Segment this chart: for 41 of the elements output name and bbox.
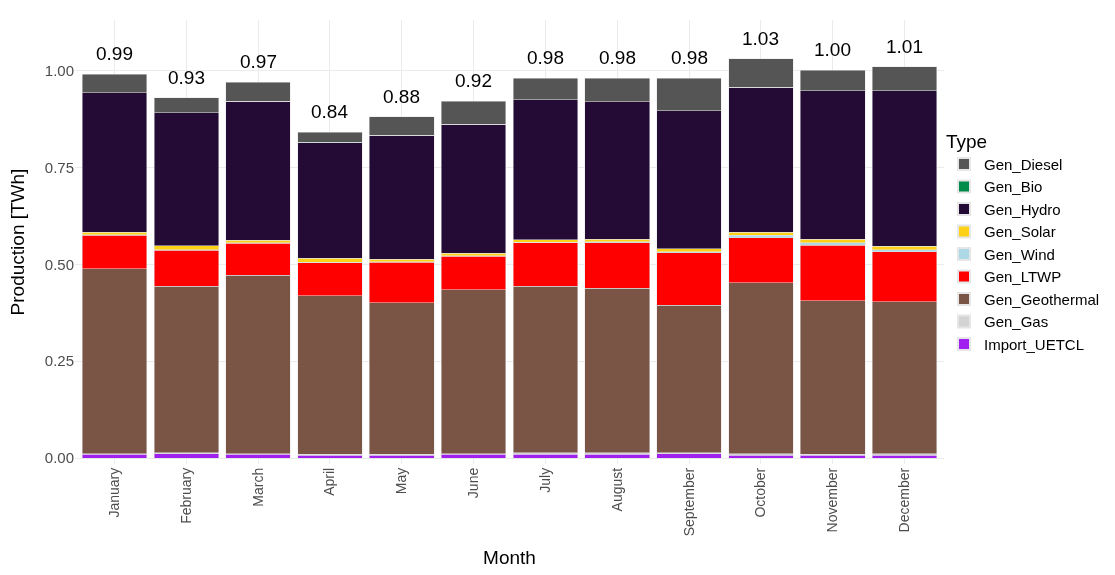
x-tick-label: August — [608, 467, 625, 512]
legend-label: Gen_Gas — [984, 313, 1049, 331]
total-label: 0.88 — [383, 86, 420, 107]
y-tick-label: 0.25 — [44, 352, 74, 370]
x-tick-label: July — [536, 467, 553, 493]
x-tick-label: February — [177, 467, 194, 524]
x-tick-label: April — [321, 467, 338, 496]
legend-label: Gen_Solar — [984, 223, 1056, 241]
total-label: 0.93 — [168, 67, 205, 88]
y-axis-title: Production [TWh] — [6, 168, 28, 316]
total-label: 0.98 — [527, 47, 564, 68]
legend-label: Gen_Bio — [984, 178, 1043, 196]
total-label: 1.03 — [742, 28, 779, 49]
total-label: 0.98 — [671, 47, 708, 68]
total-label: 1.01 — [886, 36, 923, 57]
x-tick-label: May — [393, 467, 410, 495]
y-tick-label: 0.00 — [44, 449, 74, 467]
legend-label: Gen_LTWP — [984, 268, 1062, 286]
y-tick-label: 1.00 — [44, 61, 74, 79]
legend-label: Import_UETCL — [984, 335, 1085, 353]
total-label: 0.99 — [96, 43, 133, 64]
x-tick-label: June — [465, 467, 482, 499]
total-label: 1.00 — [814, 39, 851, 60]
y-tick-label: 0.50 — [44, 255, 74, 273]
x-tick-label: March — [249, 467, 266, 507]
legend-label: Gen_Hydro — [984, 200, 1061, 218]
x-tick-label: January — [106, 467, 123, 518]
x-tick-label: September — [680, 467, 697, 537]
legend-title: Type — [946, 130, 988, 152]
y-tick-label: 0.75 — [44, 158, 74, 176]
total-label: 0.84 — [311, 101, 349, 122]
x-tick-label: December — [896, 467, 913, 533]
x-tick-label: November — [824, 467, 841, 533]
legend-label: Gen_Geothermal — [984, 290, 1100, 308]
total-label: 0.92 — [455, 70, 492, 91]
legend-label: Gen_Wind — [984, 245, 1055, 263]
total-label: 0.97 — [240, 51, 277, 72]
x-axis-title: Month — [483, 547, 536, 569]
legend-label: Gen_Diesel — [984, 155, 1063, 173]
x-tick-label: October — [752, 467, 769, 518]
total-label: 0.98 — [599, 47, 636, 68]
